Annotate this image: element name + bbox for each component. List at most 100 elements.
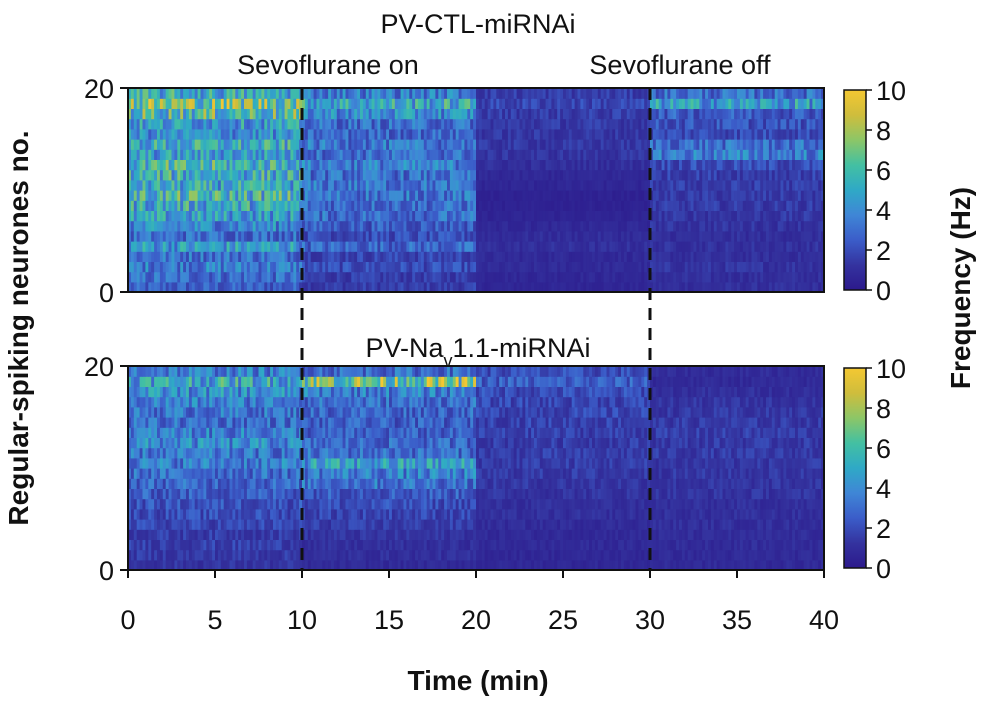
heatmap-cell — [539, 190, 544, 201]
heatmap-cell — [319, 179, 323, 191]
heatmap-cell — [226, 200, 231, 211]
heatmap-cell — [635, 98, 639, 109]
heatmap-cell — [635, 241, 639, 252]
heatmap-cell — [235, 159, 239, 171]
heatmap-cell — [571, 271, 576, 283]
heatmap-cell — [345, 230, 349, 242]
heatmap-cell — [531, 108, 535, 120]
heatmap-cell — [551, 118, 555, 130]
heatmap-cell — [661, 159, 666, 171]
heatmap-cell — [130, 230, 135, 242]
heatmap-cell — [684, 210, 689, 222]
heatmap-cell — [650, 220, 654, 232]
heatmap-cell — [351, 108, 355, 120]
heatmap-cell — [699, 139, 703, 150]
heatmap-cell — [713, 241, 718, 252]
heatmap-cell — [655, 200, 660, 211]
heatmap-cell — [438, 88, 442, 99]
heatmap-cell — [331, 118, 335, 130]
heatmap-cell — [586, 210, 590, 222]
heatmap-cell — [386, 241, 390, 252]
heatmap-cell — [264, 139, 268, 150]
heatmap-cell — [249, 159, 254, 171]
heatmap-cell — [493, 220, 497, 232]
heatmap-cell — [319, 128, 323, 140]
heatmap-cell — [641, 200, 645, 211]
heatmap-cell — [281, 230, 286, 242]
heatmap-cell — [229, 139, 233, 150]
heatmap-cell — [490, 241, 494, 252]
heatmap-cell — [502, 169, 506, 181]
heatmap-cell — [467, 98, 471, 109]
heatmap-cell — [667, 118, 671, 130]
heatmap-cell — [238, 159, 242, 171]
heatmap-cell — [499, 559, 503, 570]
heatmap-cell — [650, 118, 654, 130]
heatmap-cell — [246, 559, 251, 570]
heatmap-cell — [142, 108, 146, 120]
heatmap-cell — [316, 118, 320, 130]
heatmap-cell — [809, 128, 813, 140]
heatmap-cell — [261, 139, 265, 150]
heatmap-cell — [531, 220, 535, 232]
heatmap-cell — [708, 139, 712, 150]
heatmap-cell — [586, 179, 590, 191]
heatmap-cell — [786, 190, 790, 201]
heatmap-cell — [629, 559, 634, 570]
heatmap-cell — [444, 98, 448, 109]
heatmap-cell — [255, 281, 260, 292]
heatmap-cell — [444, 190, 448, 201]
heatmap-cell — [658, 241, 663, 252]
heatmap-cell — [655, 108, 660, 120]
heatmap-cell — [693, 149, 697, 160]
heatmap-cell — [174, 108, 178, 120]
heatmap-cell — [621, 220, 625, 232]
heatmap-cell — [310, 200, 315, 211]
heatmap-cell — [516, 281, 521, 292]
heatmap-cell — [664, 98, 668, 109]
heatmap-cell — [586, 220, 590, 232]
heatmap-cell — [191, 200, 196, 211]
heatmap-cell — [368, 128, 373, 140]
heatmap-cell — [423, 98, 428, 109]
heatmap-cell — [496, 139, 500, 150]
heatmap-cell — [357, 230, 361, 242]
heatmap-cell — [710, 200, 715, 211]
heatmap-cell — [592, 190, 596, 201]
heatmap-cell — [597, 210, 602, 222]
heatmap-cell — [545, 241, 550, 252]
heatmap-cell — [209, 241, 213, 252]
heatmap-cell — [397, 251, 402, 262]
heatmap-cell — [594, 261, 599, 273]
heatmap-cell — [760, 251, 764, 262]
heatmap-cell — [194, 88, 199, 99]
heatmap-cell — [815, 159, 819, 171]
heatmap-cell — [157, 149, 161, 160]
heatmap-cell — [795, 241, 799, 252]
heatmap-cell — [273, 281, 277, 292]
heatmap-cell — [615, 220, 619, 232]
heatmap-cell — [516, 241, 521, 252]
heatmap-cell — [693, 251, 697, 262]
heatmap-cell — [670, 179, 674, 191]
heatmap-cell — [687, 179, 692, 191]
heatmap-cell — [507, 149, 512, 160]
heatmap-cell — [786, 281, 790, 292]
heatmap-cell — [249, 149, 254, 160]
heatmap-cell — [525, 200, 529, 211]
heatmap-cell — [496, 210, 500, 222]
heatmap-cell — [371, 139, 376, 150]
heatmap-cell — [313, 159, 318, 171]
heatmap-cell — [423, 261, 428, 273]
heatmap-cell — [447, 118, 451, 130]
heatmap-cell — [725, 118, 729, 130]
heatmap-cell — [406, 261, 410, 273]
heatmap-cell — [722, 179, 726, 191]
heatmap-cell — [458, 159, 463, 171]
heatmap-cell — [612, 98, 616, 109]
heatmap-cell — [412, 251, 416, 262]
heatmap-cell — [246, 190, 251, 201]
heatmap-cell — [333, 281, 338, 292]
heatmap-cell — [325, 230, 329, 242]
heatmap-cell — [768, 251, 773, 262]
